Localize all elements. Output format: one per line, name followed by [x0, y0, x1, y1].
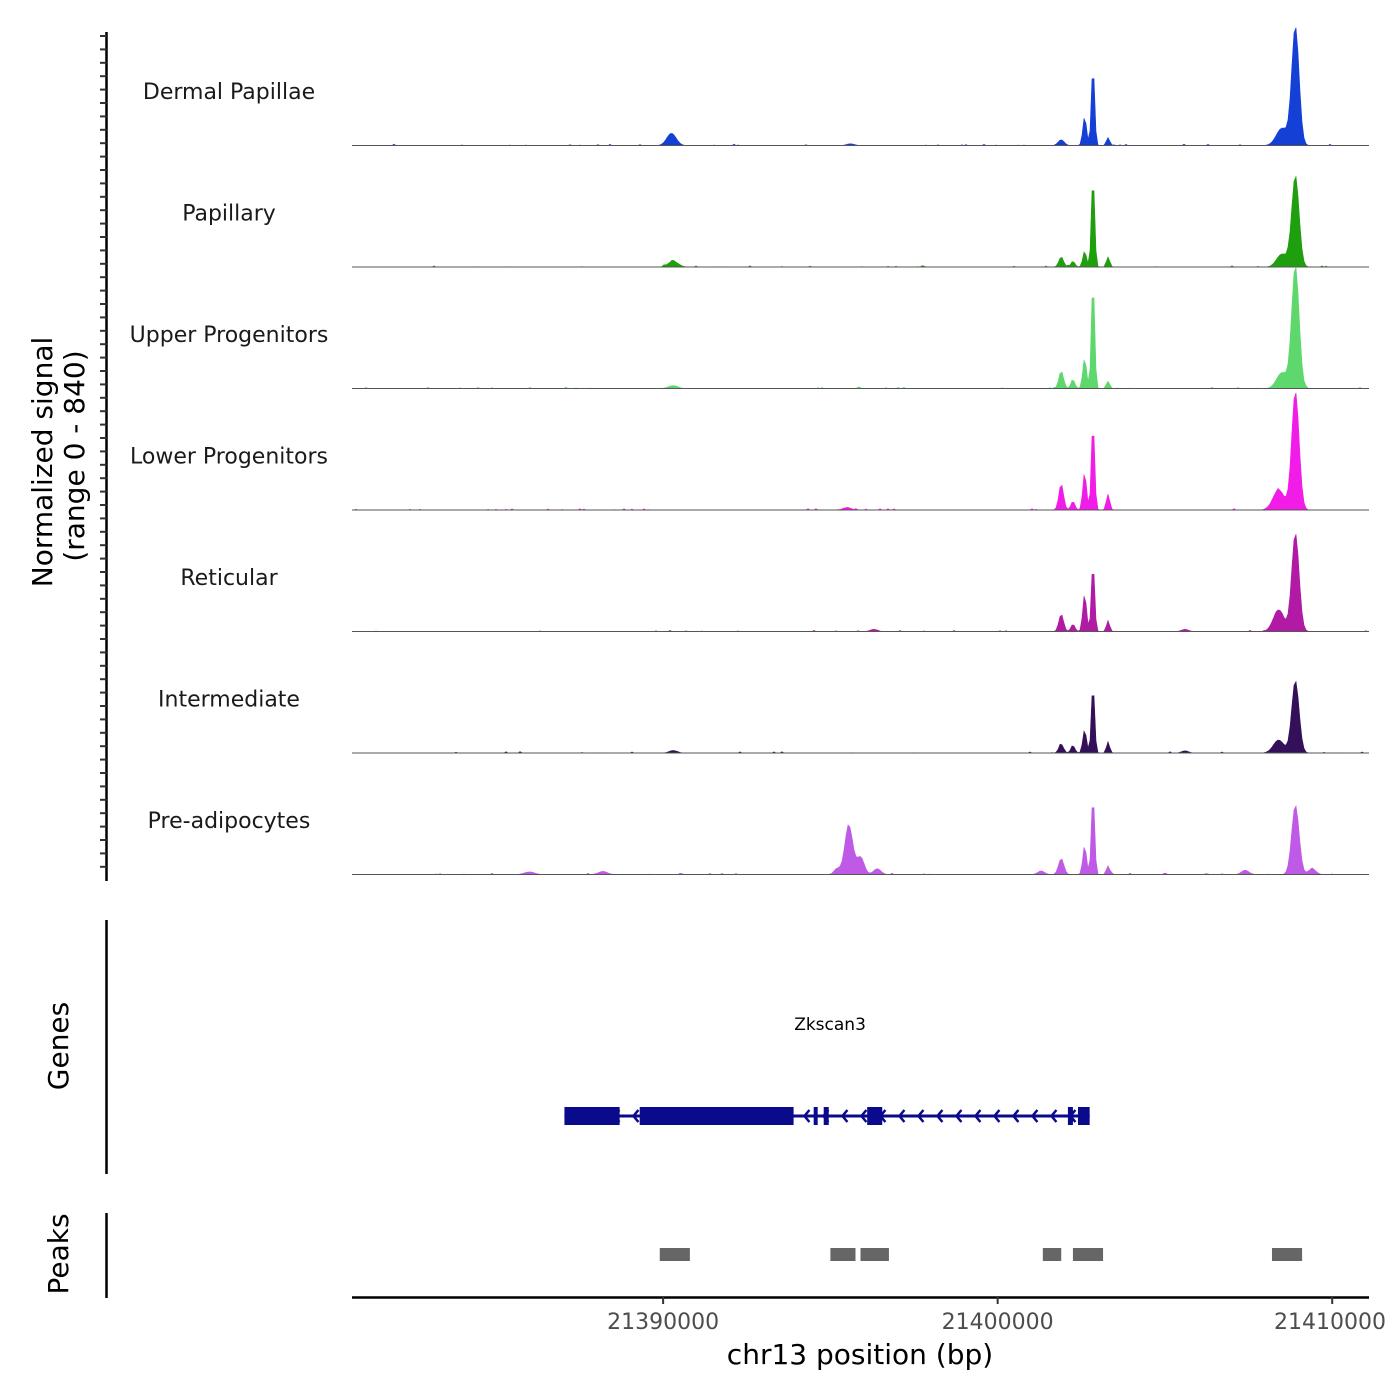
peak-region: [830, 1248, 856, 1261]
gene-strand-arrow: [973, 1109, 982, 1123]
x-axis-ticks: 21390000 21400000 21410000: [607, 1297, 1386, 1335]
coverage-tracks: [352, 27, 1369, 875]
track-label: Intermediate: [158, 688, 300, 713]
gene-strand-arrow: [631, 1109, 640, 1123]
gene-strand-arrow: [935, 1109, 944, 1123]
y-axis-title: Normalized signal (range 0 - 840): [26, 337, 91, 588]
coverage-area: [352, 27, 1369, 146]
gene-exon: [564, 1107, 620, 1125]
gene-exon: [823, 1107, 829, 1125]
gene-strand-arrow: [802, 1109, 811, 1123]
x-tick-label: 21390000: [607, 1310, 719, 1335]
x-tick-label: 21410000: [1274, 1310, 1386, 1335]
gene-strand-arrow: [1030, 1109, 1039, 1123]
peak-region: [1042, 1248, 1062, 1261]
coverage-area: [352, 534, 1369, 632]
gene-strand-arrow: [954, 1109, 963, 1123]
coverage-area: [352, 266, 1369, 389]
peak-regions-track: [659, 1248, 1303, 1261]
peak-region: [1271, 1248, 1303, 1261]
track-label: Dermal Papillae: [143, 80, 315, 105]
track-label: Lower Progenitors: [130, 445, 328, 470]
track-label: Reticular: [180, 566, 278, 591]
signal-axis-ticks: [100, 35, 107, 868]
gene-strand-arrow: [916, 1109, 925, 1123]
gene-strand-arrow: [992, 1109, 1001, 1123]
x-tick-label: 21400000: [942, 1310, 1054, 1335]
gene-exon: [639, 1107, 794, 1125]
coverage-area: [352, 680, 1369, 754]
gene-label: Zkscan3: [794, 1015, 866, 1035]
gene-strand-arrow: [840, 1109, 849, 1123]
peak-region: [1072, 1248, 1104, 1261]
track-label: Papillary: [182, 202, 276, 227]
y-axis-title-line1: Normalized signal: [26, 337, 59, 588]
peak-region: [659, 1248, 690, 1261]
track-labels: Dermal Papillae Papillary Upper Progenitor…: [130, 80, 329, 834]
gene-strand-arrow: [859, 1109, 868, 1123]
coverage-area: [352, 175, 1369, 268]
coverage-area: [352, 805, 1369, 875]
y-axis-title-line2: (range 0 - 840): [58, 350, 91, 561]
track-label: Pre-adipocytes: [148, 809, 311, 834]
peaks-track-label: Peaks: [42, 1213, 75, 1294]
gene-strand-arrow: [1049, 1109, 1058, 1123]
x-axis-title: chr13 position (bp): [727, 1338, 993, 1371]
coverage-area: [352, 392, 1369, 511]
gene-exon: [1077, 1107, 1090, 1125]
gene-exon: [867, 1107, 883, 1125]
gene-strand-arrow: [897, 1109, 906, 1123]
genes-track-label: Genes: [42, 1002, 75, 1090]
peak-region: [860, 1248, 889, 1261]
track-label: Upper Progenitors: [130, 323, 329, 348]
gene-strand-arrow: [1011, 1109, 1020, 1123]
gene-exon: [1067, 1107, 1073, 1125]
gene-exon: [813, 1107, 818, 1125]
gene-annotation-track: Zkscan3: [564, 1015, 1090, 1125]
